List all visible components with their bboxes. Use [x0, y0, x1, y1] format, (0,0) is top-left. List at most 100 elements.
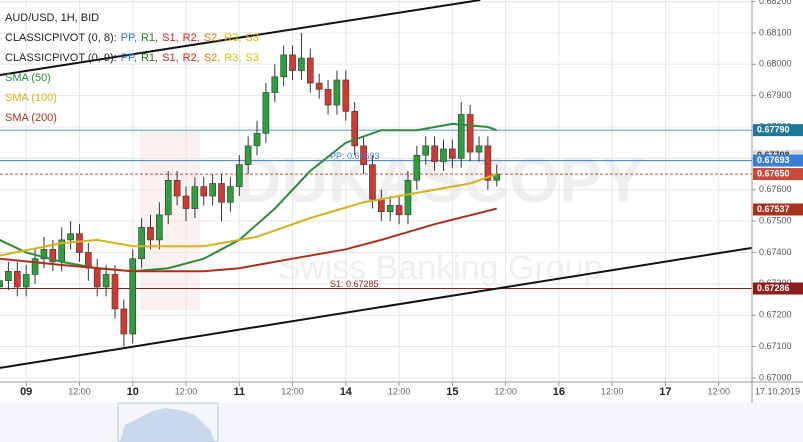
x-tick-label: 12:00: [175, 386, 198, 396]
watermark-text: DUKASCOPY: [236, 144, 645, 216]
sma-line: [0, 173, 498, 257]
legend-title: AUD/USD, 1H, BID: [5, 12, 100, 24]
candle-body: [209, 183, 216, 197]
price-label: 0.67650: [757, 168, 790, 178]
legend-pivot-item: R1,: [140, 32, 159, 44]
sma-line: [0, 122, 498, 273]
y-tick-label: 0.68000: [759, 59, 792, 69]
candle-body: [0, 280, 3, 288]
candle-body: [493, 173, 501, 181]
level-note: S1: 0.67285: [330, 279, 379, 289]
candle-body: [111, 274, 119, 310]
legend-entry: SMA (100): [5, 92, 57, 104]
candle-body: [378, 198, 385, 212]
legend-pivot-item: S1,: [162, 32, 179, 44]
candle-body: [271, 76, 279, 93]
y-tick-label: 0.68100: [759, 27, 792, 37]
price-label: 0.67790: [757, 125, 790, 135]
candle-body: [484, 145, 492, 181]
x-tick-label: 12:00: [601, 386, 624, 396]
legend-pivot-item: S2,: [203, 52, 221, 64]
candle-body: [120, 308, 128, 335]
candle-body: [369, 164, 376, 200]
y-tick-label: 0.67900: [759, 90, 792, 100]
candle-body: [227, 186, 234, 203]
navigator: [0, 403, 803, 442]
candle-body: [360, 145, 367, 165]
x-tick-label: 12:00: [68, 386, 91, 396]
y-tick-label: 0.67200: [759, 310, 792, 320]
x-tick-label: 09: [20, 386, 32, 398]
navigator-area: [120, 408, 215, 442]
legend-pivot-item: PP,: [120, 52, 137, 64]
candle-body: [475, 145, 483, 153]
y-tick-label: 0.67600: [759, 184, 792, 194]
level-note: PP: 0.67693: [330, 151, 380, 161]
legend-pivot-item: R3,: [224, 52, 242, 64]
legend-pivot-item: R3,: [224, 32, 242, 44]
legend-pivot-item: S1,: [162, 52, 179, 64]
legend-pivot-item: S3: [245, 32, 259, 44]
candle-body: [440, 148, 447, 162]
x-tick-label: 17: [659, 386, 671, 398]
candle-body: [395, 205, 403, 216]
candle-body: [413, 154, 421, 181]
candle-body: [280, 54, 287, 78]
price-label-box: [753, 203, 803, 216]
candle-body: [173, 180, 181, 197]
candle-body: [449, 148, 456, 159]
date-label: 17.10.2019: [755, 386, 800, 396]
candle-body: [324, 89, 332, 106]
legend: AUD/USD, 1H, BID CLASSICPIVOT (0, 8): PP,…: [5, 8, 263, 128]
price-label-box: [753, 154, 803, 167]
y-tick-label: 0.67100: [759, 341, 792, 351]
candle-body: [156, 214, 163, 241]
price-label: 0.67537: [757, 204, 790, 214]
candle-body: [298, 57, 305, 71]
legend-pivot-name: CLASSICPIVOT (0, 8):: [5, 32, 117, 44]
legend-pivot-item: S2,: [203, 32, 221, 44]
candle-body: [138, 227, 145, 260]
candle-body: [147, 227, 154, 241]
x-tick-label: 12:00: [388, 386, 411, 396]
candle-body: [289, 54, 296, 71]
x-tick-label: 16: [553, 386, 565, 398]
legend-entry: SMA (50): [5, 72, 51, 84]
trend-line: [0, 246, 752, 369]
candle-body: [306, 57, 314, 84]
candle-body: [5, 270, 12, 281]
candle-body: [457, 114, 465, 159]
candle-body: [333, 79, 341, 106]
candle-body: [164, 180, 172, 216]
navigator-window[interactable]: [117, 402, 219, 442]
plot-area: PP: 0.67693 S1: 0.67285: [0, 0, 752, 369]
legend-pivot-item: S3: [245, 52, 259, 64]
candle-body: [342, 79, 350, 112]
candle-body: [244, 145, 252, 165]
candle-body: [14, 270, 21, 288]
candle-body: [31, 258, 39, 275]
candle-body: [351, 111, 358, 147]
y-tick-label: 0.67000: [759, 372, 792, 382]
legend-pivot-item: R2,: [182, 32, 200, 44]
candle-body: [67, 233, 74, 241]
candle-body: [466, 114, 474, 153]
watermark-subtext: Swiss Banking Group: [277, 249, 602, 287]
legend-pivot-item: R1,: [140, 52, 159, 64]
candle-body: [40, 249, 48, 260]
watermark-logo: [140, 130, 200, 310]
candle-body: [315, 82, 323, 90]
x-tick-label: 12:00: [281, 386, 304, 396]
candle-body: [253, 132, 261, 147]
price-label-box: [753, 282, 803, 295]
x-tick-label: 10: [127, 386, 139, 398]
legend-row: CLASSICPIVOT (0, 9): PP, R1, S1, R2, S2, R3, S3: [5, 48, 263, 68]
candle-body: [49, 249, 57, 263]
legend-pivot-name: CLASSICPIVOT (0, 9):: [5, 52, 117, 64]
candle-body: [431, 145, 438, 162]
axes: 0.670000.671000.672000.673000.674000.675…: [20, 0, 803, 398]
legend-pivot-item: R2,: [182, 52, 200, 64]
price-label-box: [753, 168, 803, 181]
